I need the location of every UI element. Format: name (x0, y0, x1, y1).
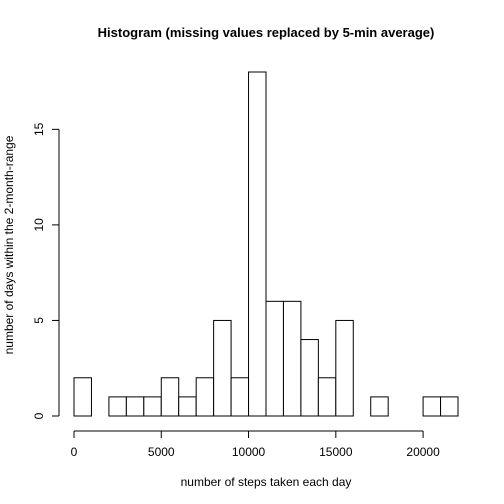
histogram-bar-4 (143, 396, 162, 417)
histogram-bar-13 (300, 339, 319, 417)
histogram-bar-15 (335, 319, 354, 417)
histogram-bar-7 (195, 377, 215, 417)
histogram-bar-5 (160, 377, 180, 417)
histogram-bar-21 (440, 396, 459, 417)
histogram-bar-3 (125, 396, 145, 417)
histogram-bar-8 (213, 319, 232, 417)
histogram-bar-0 (73, 377, 92, 417)
histogram-bar-2 (108, 396, 127, 417)
x-tick-label-2: 10000 (232, 445, 266, 459)
histogram-bar-12 (282, 300, 302, 417)
y-axis-label: number of days within the 2-month-range (2, 135, 16, 354)
x-axis-label: number of steps taken each day (181, 475, 352, 489)
histogram-bar-9 (230, 377, 250, 417)
x-axis: 0 5000 10000 15000 20000 (71, 430, 440, 459)
y-tick-label-3: 15 (32, 122, 46, 136)
y-tick-label-2: 10 (32, 218, 46, 232)
y-tick-label-1: 5 (32, 317, 46, 324)
x-tick-label-4: 20000 (406, 445, 440, 459)
x-tick-label-3: 15000 (319, 445, 353, 459)
x-tick-label-0: 0 (71, 445, 78, 459)
chart-title: Histogram (missing values replaced by 5-… (98, 25, 435, 40)
histogram-bar-14 (317, 377, 337, 417)
histogram-bar-17 (370, 396, 389, 417)
histogram-bar-10 (248, 71, 267, 417)
histogram-bar-6 (178, 396, 197, 417)
y-tick-label-0: 0 (32, 412, 46, 419)
histogram-bar-20 (422, 396, 442, 417)
histogram-bar-11 (265, 300, 284, 417)
x-tick-label-1: 5000 (148, 445, 175, 459)
y-axis: 0 5 10 15 (32, 122, 60, 419)
bars-group (73, 71, 459, 417)
